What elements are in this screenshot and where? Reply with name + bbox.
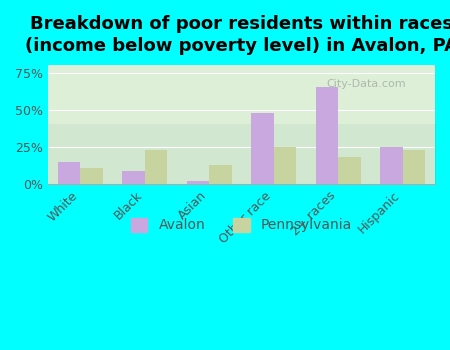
Text: City-Data.com: City-Data.com (327, 79, 406, 89)
Bar (251, 113, 274, 184)
Bar (209, 165, 232, 184)
Bar (58, 162, 80, 184)
Bar (144, 150, 167, 184)
Bar (403, 150, 425, 184)
Bar (338, 158, 361, 184)
Title: Breakdown of poor residents within races
(income below poverty level) in Avalon,: Breakdown of poor residents within races… (25, 15, 450, 55)
Bar (380, 147, 403, 184)
Bar (80, 168, 103, 184)
Bar (274, 147, 296, 184)
Legend: Avalon, Pennsylvania: Avalon, Pennsylvania (124, 211, 359, 239)
Bar (315, 88, 338, 184)
Bar (122, 171, 144, 184)
Bar (187, 181, 209, 184)
